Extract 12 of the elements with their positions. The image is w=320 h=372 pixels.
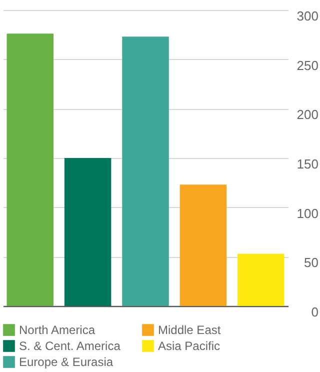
y-tick-label: 0 xyxy=(311,304,318,320)
legend-label: Asia Pacific xyxy=(158,339,220,353)
y-tick-label: 100 xyxy=(296,206,318,221)
legend-label: Europe & Eurasia xyxy=(19,355,114,369)
legend-label: Middle East xyxy=(158,323,222,337)
y-tick-label: 300 xyxy=(296,8,318,24)
y-tick-label: 150 xyxy=(296,156,318,172)
y-tick-label: 250 xyxy=(296,58,318,73)
legend-label: S. & Cent. America xyxy=(19,339,121,353)
y-tick-label: 50 xyxy=(304,255,318,270)
legend-label: North America xyxy=(19,323,96,337)
y-tick-label: 200 xyxy=(296,107,318,122)
